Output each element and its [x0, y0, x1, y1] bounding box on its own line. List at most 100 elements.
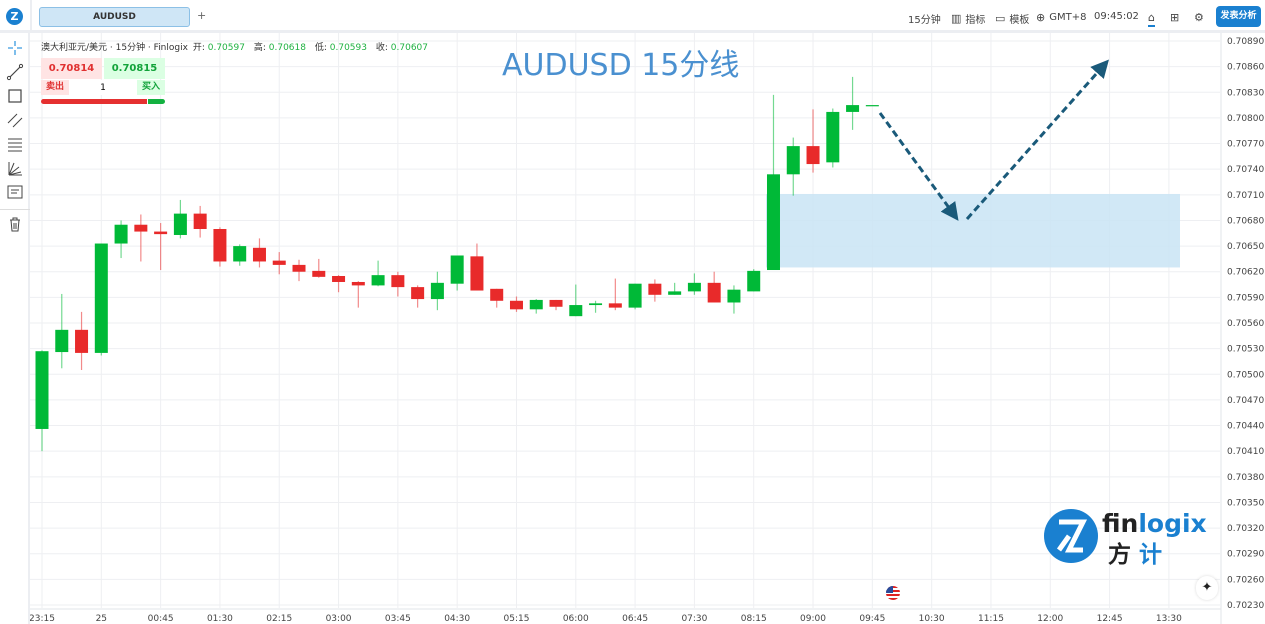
price-tick-label: 0.70680 [1227, 216, 1264, 226]
indicators-button[interactable]: ▥ 指标 [951, 11, 985, 26]
candle [608, 278, 622, 311]
us-flag-icon[interactable] [886, 586, 900, 600]
support-zone[interactable] [766, 193, 1180, 268]
price-tick-label: 0.70440 [1227, 422, 1264, 432]
candle-body [727, 289, 741, 303]
add-tab-button[interactable]: + [197, 9, 207, 22]
candle [846, 76, 860, 130]
bid-price-button[interactable]: 0.70814 [41, 58, 102, 79]
timezone-button[interactable]: ⊕ GMT+8 [1036, 11, 1086, 24]
candle [351, 281, 365, 308]
timezone-label: GMT+8 [1049, 12, 1087, 23]
sell-sentiment-bar [41, 99, 147, 104]
trend-line-icon[interactable] [6, 63, 24, 81]
candle-body [668, 291, 682, 295]
finlogix-logo-icon[interactable]: Z [6, 8, 23, 25]
buy-button[interactable]: 买入 [137, 80, 165, 95]
sparkle-icon[interactable]: ✦ [1196, 576, 1218, 600]
candle-body [55, 329, 69, 353]
quantity-input[interactable] [69, 80, 137, 95]
time-tick-label: 06:00 [563, 614, 589, 624]
candle-body [351, 281, 365, 286]
time-tick-label: 01:30 [207, 614, 233, 624]
close-value: 0.70607 [390, 43, 428, 53]
candle [193, 205, 207, 238]
candle-body [569, 305, 583, 317]
candle [55, 293, 69, 369]
candle [213, 227, 227, 267]
candle [272, 252, 286, 275]
indicator-icon: ▥ [951, 12, 962, 25]
trash-icon[interactable] [6, 215, 24, 233]
time-tick-label: 11:15 [978, 614, 1004, 624]
price-tick-label: 0.70890 [1227, 37, 1264, 47]
ohlc-legend: 澳大利亚元/美元 · 15分钟 · Finlogix 开: 0.70597 高:… [41, 40, 434, 53]
gear-icon: ⚙ [1194, 11, 1204, 24]
clock: 09:45:02 [1094, 11, 1139, 22]
price-tick-label: 0.70620 [1227, 268, 1264, 278]
candle [114, 220, 128, 259]
time-tick-label: 12:45 [1097, 614, 1123, 624]
price-tick-label: 0.70320 [1227, 524, 1264, 534]
svg-text:方 计: 方 计 [1108, 541, 1162, 568]
candle [668, 282, 682, 295]
time-axis[interactable]: 23:15 25 00:45 01:30 02:15 03:00 03:45 04:30 05:… [29, 614, 1182, 624]
templates-button[interactable]: ▭ 模板 [995, 11, 1029, 26]
candle [529, 299, 543, 314]
camera-icon: ⌂ [1148, 11, 1155, 24]
candle-body [371, 275, 385, 286]
tab-audusd[interactable]: AUDUSD [39, 7, 190, 27]
candle [806, 109, 820, 173]
time-tick-label: 00:45 [148, 614, 174, 624]
candle-body [470, 256, 484, 291]
time-tick-label: 03:00 [326, 614, 352, 624]
candle-body [490, 288, 504, 301]
candle [549, 299, 563, 311]
time-tick-label: 12:00 [1037, 614, 1063, 624]
time-tick-label: 07:30 [681, 614, 707, 624]
gann-fan-icon[interactable] [6, 159, 24, 177]
ask-price-button[interactable]: 0.70815 [104, 58, 165, 79]
sell-button[interactable]: 卖出 [41, 80, 69, 95]
price-tick-label: 0.70740 [1227, 165, 1264, 175]
time-tick-label: 23:15 [29, 614, 55, 624]
price-axis[interactable]: 0.70890 0.70860 0.70830 0.70800 0.70770 0.707… [1227, 37, 1264, 611]
candle [312, 258, 326, 278]
crosshair-icon[interactable] [6, 39, 24, 57]
candle-body [648, 283, 662, 295]
candle [470, 243, 484, 291]
open-label: 开: [192, 43, 205, 53]
parallel-channel-icon[interactable] [6, 111, 24, 129]
candle [727, 285, 741, 314]
projection-arrows[interactable] [878, 59, 1109, 221]
symbol-title: 澳大利亚元/美元 · 15分钟 · Finlogix [41, 43, 188, 53]
candle-body [687, 282, 701, 292]
grid-layout-icon: ⊞ [1170, 11, 1180, 24]
text-note-icon[interactable] [6, 183, 24, 201]
time-tick-label: 10:30 [919, 614, 945, 624]
top-toolbar: Z AUDUSD + 15分钟 ▥ 指标 ▭ 模板 ⊕ GMT+8 09:45:02 … [0, 0, 1265, 33]
candle [332, 275, 346, 293]
candle [490, 288, 504, 308]
svg-text:finlogix: finlogix [1102, 509, 1207, 538]
low-label: 低: [314, 43, 327, 53]
settings-button[interactable]: ⚙ [1194, 11, 1204, 24]
time-tick-label: 03:45 [385, 614, 411, 624]
template-icon: ▭ [995, 12, 1006, 25]
fib-retracement-icon[interactable] [6, 135, 24, 153]
candle-body [332, 276, 346, 282]
candle-body [806, 146, 820, 165]
publish-analysis-button[interactable]: 发表分析 [1216, 6, 1261, 27]
up-arrow[interactable] [965, 59, 1109, 220]
annotation-title[interactable]: AUDUSD 15分线 [502, 48, 740, 83]
snapshot-button[interactable]: ⌂ [1148, 11, 1155, 27]
interval-button[interactable]: 15分钟 [908, 15, 941, 26]
candle [509, 296, 523, 312]
rectangle-icon[interactable] [6, 87, 24, 105]
layout-button[interactable]: ⊞ [1170, 11, 1179, 24]
candle-body [154, 231, 168, 235]
candle [865, 105, 879, 107]
candle-body [509, 300, 523, 310]
zone-rect[interactable] [766, 193, 1180, 268]
